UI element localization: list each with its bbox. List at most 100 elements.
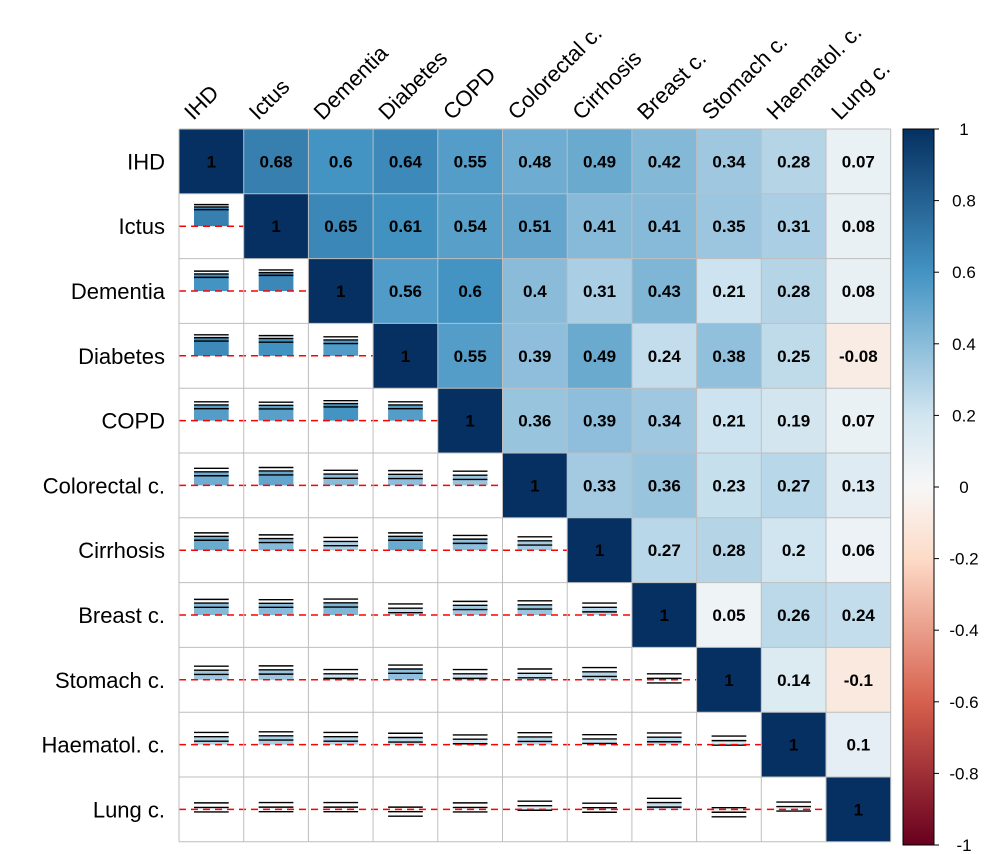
cell-0-0 (179, 129, 244, 194)
value-label-8-10: -0.1 (844, 671, 873, 690)
value-label-3-3: 1 (401, 347, 410, 366)
correlation-values: 1 0.68 0.6 0.64 0.55 0.48 0.49 0.42 0.34 0.28 0.07… (207, 152, 878, 819)
row-label: Lung c. (93, 797, 165, 822)
cell-0-4 (437, 129, 503, 194)
cell-5-5 (502, 453, 568, 518)
bar-7-6 (582, 607, 617, 615)
bar-5-3 (388, 474, 423, 486)
row-label: Haematol. c. (42, 733, 166, 758)
row-label: Cirrhosis (78, 538, 165, 563)
value-label-1-8: 0.35 (712, 217, 745, 236)
bar-10-9 (776, 806, 811, 810)
cell-5-6 (567, 453, 632, 518)
row-label: Diabetes (78, 344, 165, 369)
value-label-1-7: 0.41 (648, 217, 681, 236)
bar-10-2 (323, 807, 359, 810)
bar-1-0 (194, 206, 229, 227)
value-label-1-3: 0.61 (389, 217, 422, 236)
bar-8-2 (323, 673, 359, 680)
cell-1-2 (308, 193, 374, 259)
color-legend-tick-label: 0.6 (952, 263, 976, 282)
value-label-3-9: 0.25 (777, 347, 810, 366)
value-label-6-6: 1 (595, 541, 604, 560)
cell-2-5 (502, 258, 568, 324)
cell-7-8 (696, 582, 762, 648)
cell-1-10 (826, 193, 891, 259)
row-labels: IHD Ictus Dementia Diabetes COPD Colorectal c… (42, 149, 166, 822)
value-label-0-9: 0.28 (777, 152, 810, 171)
bar-10-0 (194, 807, 229, 810)
color-legend-bar (902, 128, 935, 846)
cell-0-1 (243, 129, 309, 194)
cell-5-7 (631, 453, 697, 518)
color-legend-ticks: 1 0.8 0.6 0.4 0.2 0 -0.2 -0.4 -0.6 -0.8 -1 (934, 120, 979, 854)
row-label: COPD (101, 409, 165, 434)
bar-10-4 (452, 807, 488, 810)
row-label: Breast c. (78, 603, 165, 628)
value-label-7-7: 1 (660, 606, 669, 625)
value-label-0-5: 0.48 (518, 152, 551, 171)
color-legend-tick-label: -1 (956, 836, 971, 854)
cell-5-10 (826, 453, 891, 518)
cell-8-10 (826, 647, 891, 713)
bar-4-1 (258, 405, 294, 421)
bar-7-0 (194, 603, 229, 615)
bar-7-1 (258, 603, 294, 615)
cell-9-9 (761, 712, 826, 777)
value-label-4-5: 0.36 (518, 412, 551, 431)
cell-2-6 (567, 258, 632, 324)
value-label-4-10: 0.07 (842, 412, 875, 431)
cell-0-8 (696, 129, 762, 194)
column-label: COPD (438, 62, 501, 125)
row-label: Stomach c. (55, 668, 165, 693)
value-label-1-1: 1 (271, 217, 280, 236)
cell-1-5 (502, 193, 568, 259)
column-label: Ictus (244, 74, 295, 125)
cell-0-5 (502, 129, 568, 194)
color-legend-tick-label: -0.2 (949, 550, 978, 569)
bar-7-3 (388, 608, 423, 615)
column-label: Breast c. (632, 45, 711, 124)
cell-1-1 (243, 193, 309, 259)
cell-4-10 (826, 388, 891, 453)
cell-6-9 (761, 517, 826, 583)
value-label-9-10: 0.1 (847, 736, 871, 755)
matrix-cells (179, 129, 891, 842)
bar-9-4 (452, 739, 488, 745)
value-label-2-3: 0.56 (389, 282, 422, 301)
cell-2-2 (308, 258, 374, 324)
value-label-1-9: 0.31 (777, 217, 810, 236)
value-label-2-6: 0.31 (583, 282, 616, 301)
value-label-2-8: 0.21 (712, 282, 745, 301)
value-label-0-3: 0.64 (389, 152, 423, 171)
cell-4-8 (696, 388, 762, 453)
value-label-4-9: 0.19 (777, 412, 810, 431)
value-label-0-7: 0.42 (648, 152, 681, 171)
value-label-5-7: 0.36 (648, 476, 681, 495)
bar-10-8 (711, 809, 747, 813)
value-label-4-8: 0.21 (712, 412, 745, 431)
value-label-0-1: 0.68 (260, 152, 293, 171)
value-label-5-5: 1 (530, 476, 539, 495)
value-label-10-10: 1 (854, 800, 863, 819)
bar-3-2 (323, 339, 359, 356)
value-label-0-4: 0.55 (454, 152, 487, 171)
value-label-4-6: 0.39 (583, 412, 616, 431)
color-legend-tick-label: 1 (959, 120, 968, 139)
bar-8-1 (258, 669, 294, 680)
bar-4-3 (388, 404, 423, 421)
cell-0-2 (308, 129, 374, 194)
value-label-1-6: 0.41 (583, 217, 616, 236)
bar-8-3 (388, 669, 423, 680)
cell-0-10 (826, 129, 891, 194)
cell-3-5 (502, 323, 568, 389)
value-label-7-10: 0.24 (842, 606, 876, 625)
cell-2-4 (437, 258, 503, 324)
row-label: Dementia (71, 279, 166, 304)
cell-6-6 (567, 517, 632, 583)
bar-9-3 (388, 737, 423, 745)
cell-3-4 (437, 323, 503, 389)
value-label-0-0: 1 (207, 152, 216, 171)
value-label-4-7: 0.34 (648, 412, 682, 431)
